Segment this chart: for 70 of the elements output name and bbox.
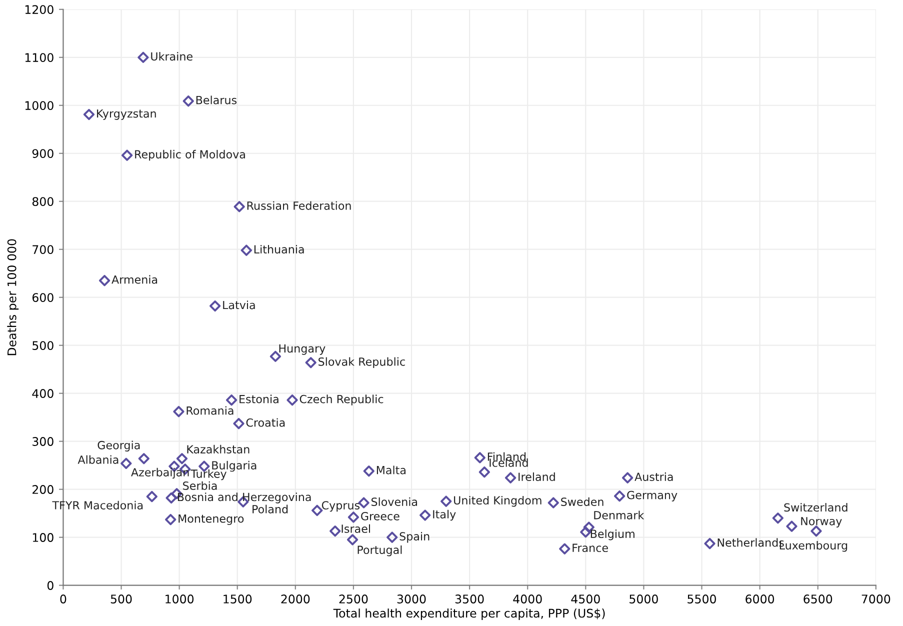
annotation: Ukraine	[151, 52, 192, 61]
annotation: Azerbaijan	[131, 468, 189, 479]
y-tick-label: 500	[32, 341, 54, 350]
y-axis-title: Deaths per 100 000	[7, 239, 19, 356]
annotation: Kazakhstan	[187, 444, 250, 454]
annotation: Estonia	[240, 394, 278, 404]
annotation: Croatia	[246, 418, 285, 427]
annotation: Sweden	[561, 497, 604, 506]
annotation: Switzerland	[784, 503, 848, 512]
annotation: Spain	[400, 532, 430, 543]
x-tick-label: 500	[110, 594, 132, 604]
annotation: Czech Republic	[300, 394, 384, 406]
annotation: Italy	[433, 510, 456, 521]
x-tick-label: 2500	[339, 594, 368, 604]
y-tick-label: 400	[32, 389, 54, 398]
annotation: Poland	[252, 504, 288, 514]
x-tick-label: 5500	[688, 594, 716, 604]
y-tick-label: 900	[32, 149, 54, 158]
annotation: Russian Federation	[247, 201, 351, 210]
y-tick-label: 800	[32, 197, 54, 206]
annotation: Republic of Moldova	[135, 150, 245, 161]
annotation: Ireland	[518, 472, 555, 482]
annotation: Belgium	[590, 529, 634, 540]
y-tick-label: 0	[47, 581, 54, 590]
annotation: Bosnia and Herzegovina	[178, 492, 311, 504]
y-tick-label: 1200	[25, 5, 54, 14]
annotation: Lithuania	[254, 244, 304, 254]
x-tick-label: 1000	[166, 594, 194, 604]
annotation: Portugal	[358, 545, 402, 556]
annotation: Albania	[78, 455, 118, 464]
annotation: United Kingdom	[454, 496, 542, 507]
annotation: Slovenia	[371, 497, 418, 506]
x-tick-label: 3500	[455, 594, 484, 604]
annotation: Latvia	[223, 300, 255, 310]
x-tick-label: 4000	[513, 594, 542, 604]
annotation: Montenegro	[178, 514, 244, 525]
x-tick-label: 3000	[397, 594, 426, 604]
x-tick-label: 6000	[746, 594, 774, 604]
annotation: Cyprus	[322, 501, 360, 512]
y-tick-label: 700	[32, 245, 54, 254]
annotation: Austria	[634, 472, 673, 482]
annotation: Serbia	[183, 481, 217, 490]
x-tick-label: 2000	[281, 594, 310, 604]
x-tick-label: 5000	[630, 594, 658, 604]
annotation: Slovak Republic	[318, 357, 405, 368]
y-tick-label: 1100	[25, 53, 54, 62]
x-axis-title: Total health expenditure per capita, PPP (US$)	[333, 608, 605, 620]
annotation: Belarus	[196, 96, 237, 104]
x-tick-label: 4500	[571, 594, 600, 604]
annotation: Georgia	[98, 440, 140, 452]
y-tick-label: 600	[32, 293, 54, 302]
y-tick-label: 1000	[25, 101, 54, 110]
x-tick-label: 7000	[862, 594, 890, 604]
y-tick-label: 300	[32, 437, 54, 446]
x-tick-label: 1500	[224, 594, 252, 604]
y-tick-label: 100	[32, 533, 54, 542]
annotation: Israel	[342, 524, 370, 533]
annotation: Armenia	[112, 275, 158, 284]
x-tick-label: 6500	[804, 594, 832, 604]
annotation: Germany	[627, 490, 678, 502]
annotation: Malta	[376, 466, 406, 474]
annotation: Hungary	[279, 344, 326, 355]
annotation: Romania	[186, 406, 234, 415]
y-tick-label: 200	[32, 485, 54, 494]
x-tick-label: 0	[60, 594, 66, 604]
annotation: Denmark	[594, 510, 644, 520]
annotation: Norway	[801, 517, 842, 528]
annotation: Kyrgyzstan	[97, 109, 156, 120]
annotation: France	[572, 544, 608, 552]
annotation: Greece	[361, 512, 400, 520]
